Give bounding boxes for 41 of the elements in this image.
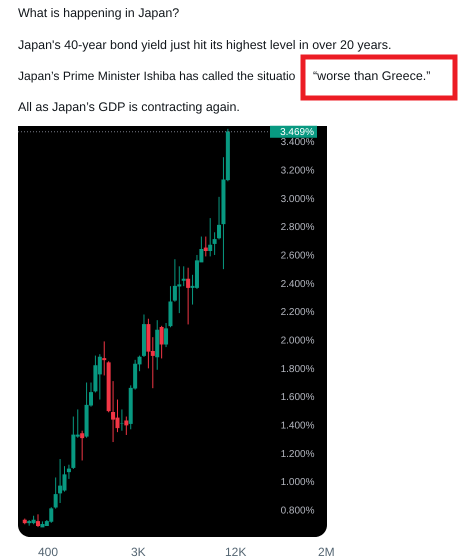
- text: Japan’s Prime Minister Ishiba has called the situatio: [18, 69, 296, 83]
- y-tick-label: 3.200%: [280, 165, 315, 176]
- candlestick: [177, 266, 182, 314]
- candlestick: [217, 196, 222, 240]
- text: 3K: [131, 545, 146, 557]
- candlestick: [124, 416, 128, 436]
- text: What is happening in Japan?: [18, 6, 180, 20]
- text: Japan's 40-year bond yield just hit its highest level in over 20 years.: [18, 38, 392, 52]
- candlestick: [186, 267, 190, 325]
- candlestick: [115, 399, 120, 433]
- y-tick-label: 1.000%: [280, 477, 315, 488]
- text: 400: [38, 545, 58, 557]
- candlestick: [160, 325, 164, 359]
- y-tick-label: 1.400%: [280, 420, 315, 432]
- y-tick-label: 2.800%: [280, 222, 315, 234]
- y-tick-label: 2.000%: [280, 336, 315, 347]
- ref-line-label: 3.469%: [280, 126, 314, 138]
- y-tick-label: 3.400%: [280, 137, 315, 148]
- candlestick: [36, 514, 40, 528]
- text: “worse than Greece.”: [313, 69, 430, 83]
- y-tick-label: 3.000%: [280, 194, 315, 205]
- candlestick: [58, 458, 62, 504]
- y-tick-label: 1.800%: [280, 364, 315, 375]
- candlestick: [204, 236, 208, 257]
- candlestick: [111, 380, 116, 443]
- y-tick-label: 1.200%: [280, 448, 315, 460]
- text: All as Japan’s GDP is contracting again.: [18, 100, 240, 114]
- y-tick-label: 0.800%: [280, 506, 315, 517]
- y-tick-label: 2.400%: [280, 278, 315, 290]
- text: 2M: [318, 545, 335, 557]
- candlestick: [208, 218, 212, 257]
- text: 12K: [225, 545, 246, 557]
- y-tick-label: 1.600%: [280, 392, 315, 404]
- candlestick: [164, 322, 168, 348]
- candlestick: [98, 354, 102, 400]
- y-tick-label: 2.600%: [280, 250, 315, 262]
- candlestick: [212, 232, 217, 256]
- candlestick: [80, 430, 84, 461]
- y-tick-label: 2.200%: [280, 307, 315, 318]
- candlestick: [102, 340, 106, 376]
- candlestick: [66, 464, 71, 480]
